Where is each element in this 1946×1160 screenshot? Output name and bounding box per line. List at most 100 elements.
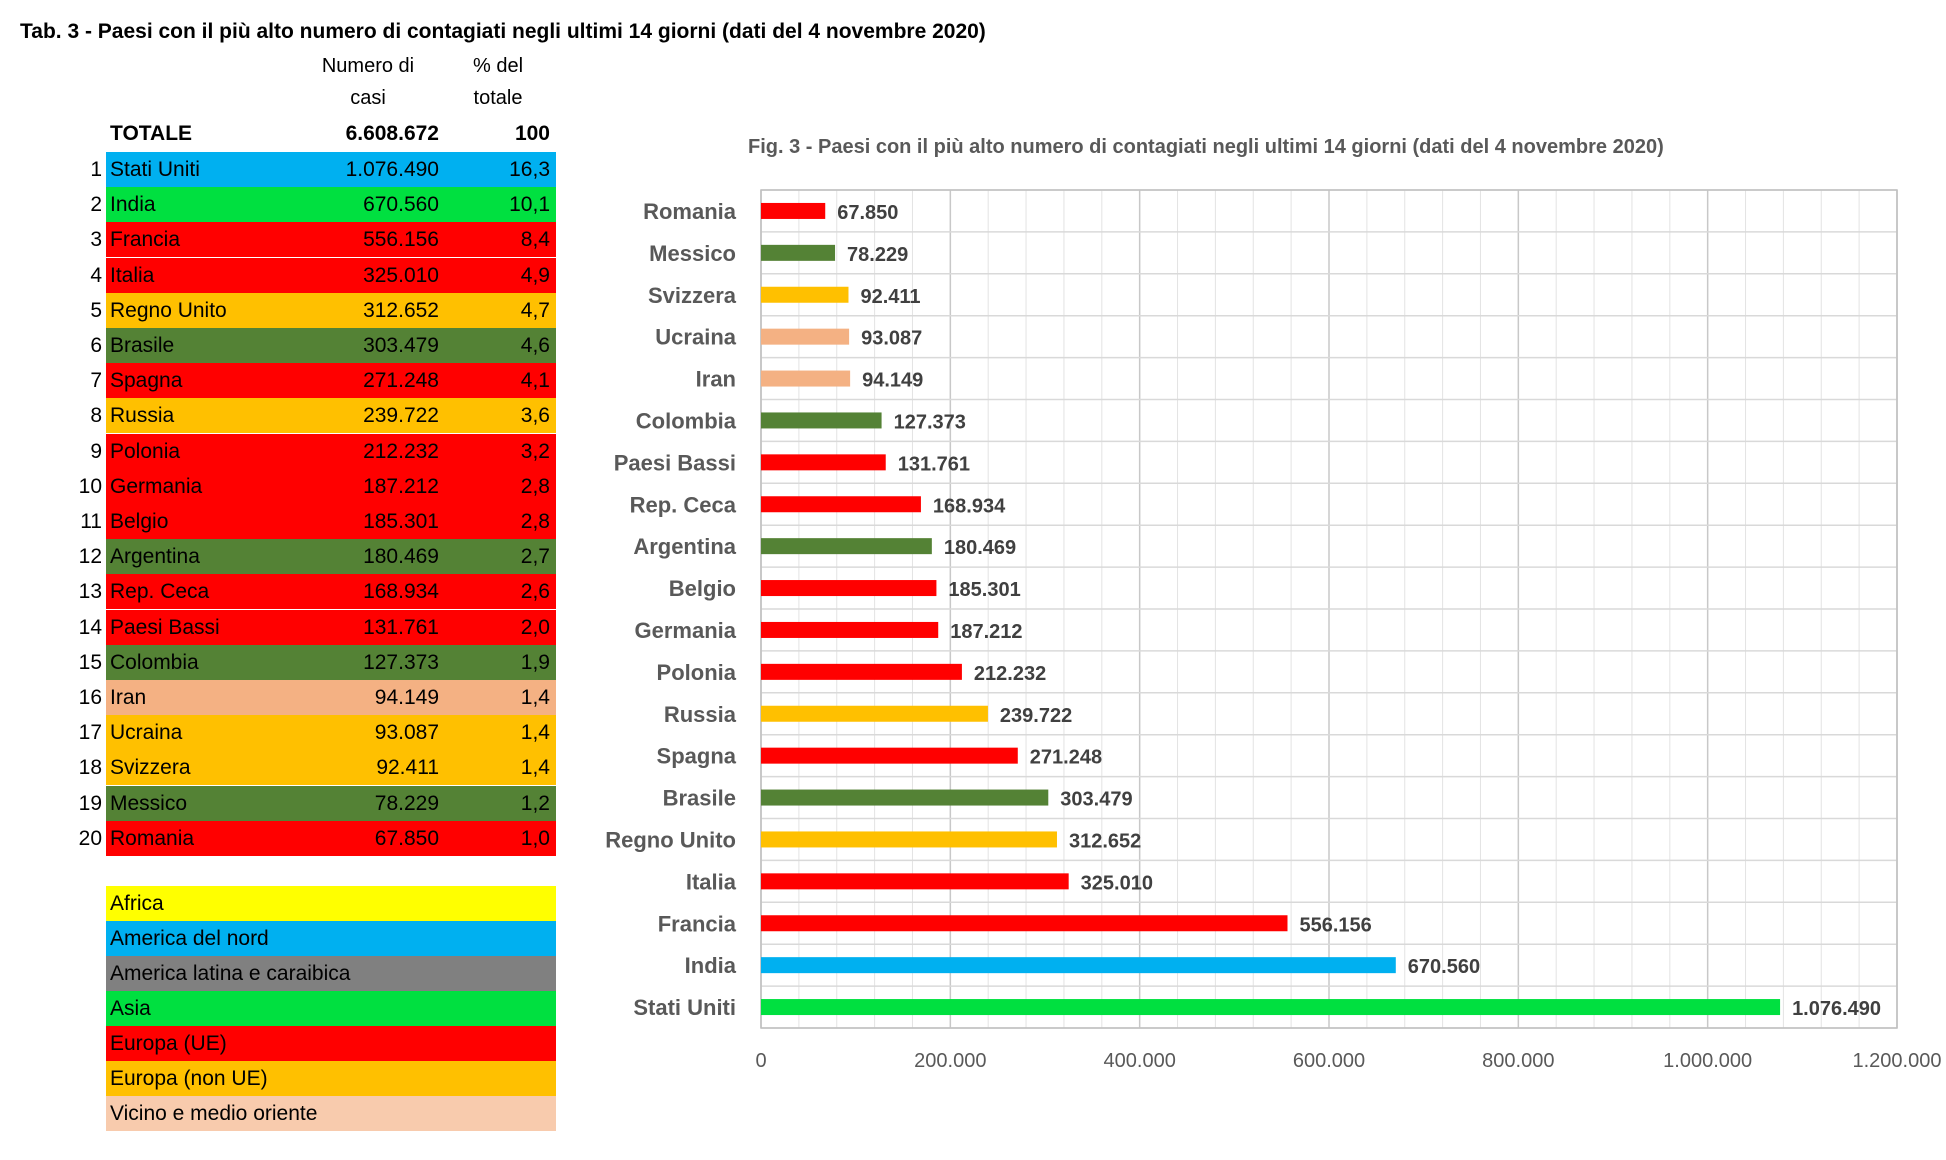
row-country: Rep. Ceca — [110, 580, 210, 604]
bar — [761, 789, 1049, 806]
row-cases: 312.652 — [363, 298, 439, 322]
row-pct: 1,2 — [520, 791, 550, 815]
value-label: 180.469 — [944, 537, 1016, 559]
value-label: 92.411 — [860, 286, 920, 308]
row-pct: 1,4 — [520, 721, 550, 745]
table-row: 18 Svizzera 92.411 1,4 — [79, 750, 556, 786]
value-label: 131.761 — [898, 453, 970, 475]
legend-item-latina: America latina e caraibica — [106, 956, 556, 991]
table-row: 8 Russia 239.722 3,6 — [90, 398, 556, 434]
total-cases: 6.608.672 — [345, 122, 439, 145]
table-row: 3 Francia 556.156 8,4 — [90, 222, 556, 258]
row-cases: 556.156 — [363, 228, 439, 252]
value-label: 168.934 — [933, 495, 1006, 517]
row-rank: 19 — [78, 791, 102, 815]
row-pct: 8,4 — [520, 228, 550, 252]
category-label: Messico — [649, 241, 736, 266]
bar — [761, 663, 962, 680]
row-rank: 17 — [78, 721, 102, 745]
bar — [761, 705, 988, 722]
plot-area — [760, 189, 1898, 1029]
table-row: 17 Ucraina 93.087 1,4 — [79, 715, 556, 751]
row-cases: 92.411 — [376, 756, 439, 780]
row-cases: 187.212 — [363, 474, 439, 498]
category-label: Belgio — [669, 576, 736, 601]
value-label: 271.248 — [1030, 747, 1102, 769]
row-rank: 4 — [90, 263, 102, 287]
row-pct: 2,7 — [520, 545, 550, 569]
row-pct: 10,1 — [509, 193, 550, 217]
column-header-cases-line2: casi — [350, 87, 386, 109]
table-row: 15 Colombia 127.373 1,9 — [79, 644, 556, 680]
legend-item-asia: Asia — [106, 991, 556, 1026]
row-country: India — [110, 193, 156, 217]
row-rank: 7 — [90, 369, 102, 393]
x-tick-label: 1.000.000 — [1663, 1050, 1752, 1072]
row-pct: 4,7 — [520, 298, 550, 322]
bar — [761, 286, 849, 303]
row-cases: 127.373 — [363, 650, 439, 674]
column-header-pct-line2: totale — [473, 87, 523, 109]
table-row: 7 Spagna 271.248 4,1 — [90, 363, 556, 399]
row-cases: 670.560 — [363, 193, 439, 217]
row-cases: 271.248 — [363, 369, 439, 393]
category-label: India — [685, 953, 737, 978]
bar — [761, 454, 886, 471]
category-label: Germania — [635, 618, 737, 643]
row-rank: 5 — [90, 298, 102, 322]
row-rank: 3 — [90, 228, 102, 252]
value-label: 67.850 — [837, 202, 898, 224]
column-header-cases: Numero di casi — [298, 50, 438, 114]
value-label: 1.076.490 — [1792, 998, 1881, 1020]
column-header-pct-line1: % del — [472, 55, 524, 77]
row-country: Italia — [110, 263, 155, 287]
table-row: 1 Stati Uniti 1.076.490 16,3 — [90, 152, 556, 187]
category-label: Francia — [658, 911, 737, 936]
legend-item-africa: Africa — [106, 886, 556, 921]
row-country: Svizzera — [110, 756, 191, 780]
row-pct: 1,0 — [520, 826, 550, 850]
row-country: Messico — [110, 791, 188, 815]
row-rank: 9 — [90, 439, 102, 463]
category-label: Russia — [664, 702, 737, 727]
column-header-cases-line1: Numero di — [321, 55, 415, 77]
row-pct: 4,9 — [520, 263, 550, 287]
value-label: 187.212 — [950, 621, 1022, 643]
row-pct: 3,2 — [520, 439, 550, 463]
row-country: Regno Unito — [110, 298, 227, 322]
value-label: 127.373 — [894, 411, 966, 433]
value-label: 239.722 — [1000, 705, 1072, 727]
table-row: 13 Rep. Ceca 168.934 2,6 — [79, 574, 556, 610]
row-country: Germania — [110, 474, 203, 498]
row-country: Iran — [110, 686, 147, 709]
row-rank: 12 — [78, 545, 102, 569]
category-label: Polonia — [657, 660, 737, 685]
row-pct: 1,4 — [520, 686, 550, 709]
table-row: 2 India 670.560 10,1 — [90, 187, 556, 223]
x-tick-label: 1.200.000 — [1853, 1050, 1942, 1072]
row-rank: 16 — [78, 686, 102, 709]
row-rank: 13 — [78, 580, 102, 604]
legend-item-ue: Europa (UE) — [106, 1026, 556, 1061]
table-row: 5 Regno Unito 312.652 4,7 — [90, 292, 556, 328]
row-cases: 94.149 — [374, 686, 439, 709]
row-country: Belgio — [110, 510, 169, 533]
x-tick-label: 0 — [755, 1050, 766, 1072]
column-header-pct: % del totale — [448, 50, 548, 114]
value-label: 670.560 — [1408, 956, 1480, 978]
bar — [761, 915, 1288, 932]
row-pct: 2,6 — [520, 580, 550, 604]
bar — [761, 412, 882, 429]
legend-item-medio: Vicino e medio oriente — [106, 1096, 556, 1131]
bar — [761, 370, 851, 387]
value-label: 94.149 — [862, 370, 923, 392]
row-rank: 18 — [78, 756, 102, 780]
bar — [761, 202, 826, 219]
row-cases: 67.850 — [374, 826, 439, 850]
legend-item-nonue: Europa (non UE) — [106, 1061, 556, 1096]
total-pct: 100 — [514, 122, 550, 145]
row-pct: 2,8 — [520, 510, 550, 533]
row-cases: 93.087 — [374, 721, 439, 745]
category-label: Brasile — [663, 786, 736, 811]
row-country: Polonia — [110, 439, 181, 463]
